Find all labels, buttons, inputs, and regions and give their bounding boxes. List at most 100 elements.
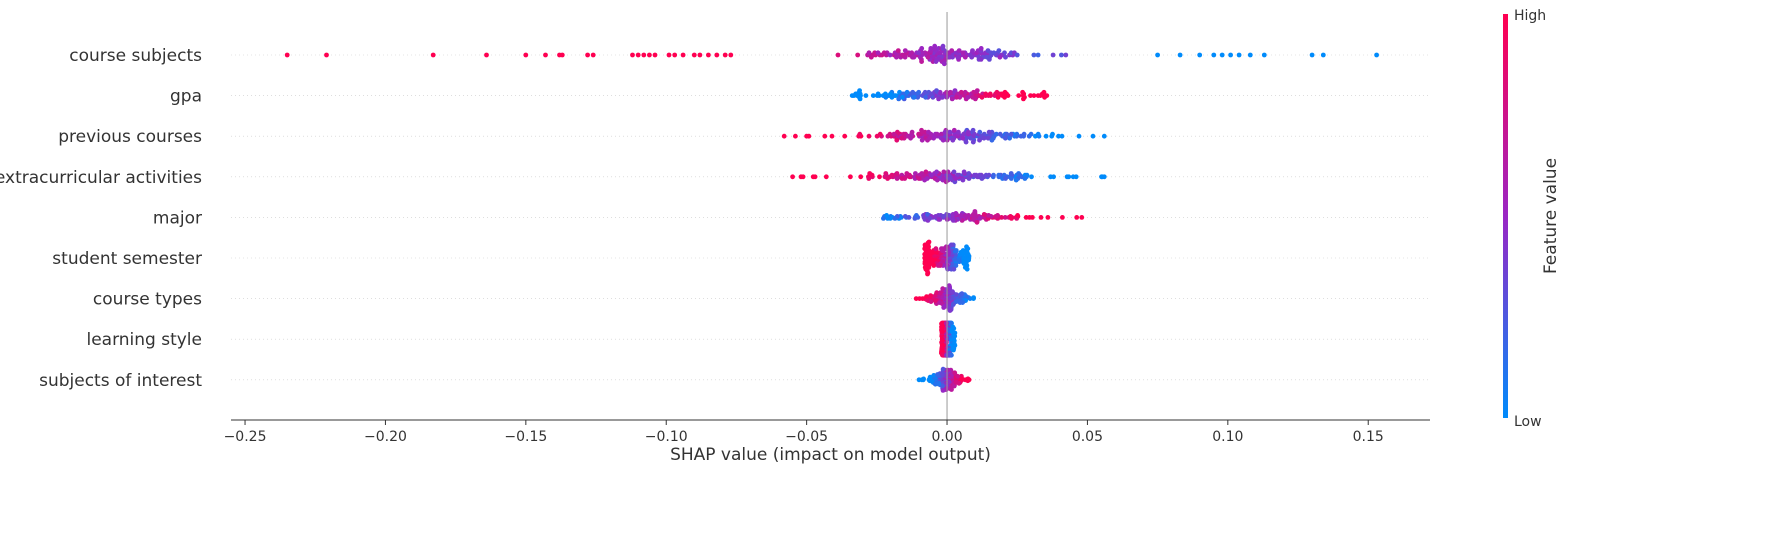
shap-point: [484, 52, 489, 58]
feature-label-previous-courses: previous courses: [58, 127, 202, 147]
shap-point: [950, 137, 956, 143]
shap-point: [1073, 174, 1079, 180]
shap-point: [922, 177, 927, 183]
feature-label-gpa: gpa: [170, 87, 202, 107]
x-tick-label: 0.05: [1072, 429, 1103, 445]
shap-point: [940, 366, 946, 372]
shap-point: [954, 299, 959, 304]
shap-point: [965, 94, 971, 100]
shap-point: [933, 246, 939, 252]
shap-point: [722, 52, 728, 58]
shap-point: [965, 251, 971, 257]
shap-point: [908, 135, 913, 141]
shap-point: [966, 176, 972, 181]
shap-point: [1028, 93, 1033, 98]
shap-point: [919, 46, 925, 51]
x-tick-label: −0.15: [504, 429, 547, 445]
shap-point: [324, 52, 329, 58]
shap-point: [915, 94, 921, 100]
shap-point: [947, 308, 953, 313]
shap-point: [430, 52, 436, 58]
shap-point: [1320, 52, 1326, 58]
shap-point: [931, 373, 937, 378]
shap-point: [971, 217, 976, 222]
shap-point: [995, 94, 1001, 100]
shap-point: [947, 176, 953, 181]
shap-point: [939, 320, 945, 326]
shap-point: [900, 52, 905, 58]
shap-point: [691, 52, 697, 58]
shap-point: [1043, 133, 1049, 139]
shap-point: [959, 291, 965, 297]
shap-point: [933, 59, 939, 64]
shap-point: [962, 54, 968, 60]
shap-point: [995, 213, 1000, 218]
shap-point: [929, 172, 934, 178]
shap-point: [951, 383, 957, 389]
shap-point: [996, 172, 1002, 178]
shap-point: [1008, 131, 1014, 137]
shap-point: [1079, 215, 1085, 220]
shap-point: [951, 347, 956, 353]
shap-point: [926, 377, 932, 383]
shap-point: [1042, 94, 1047, 100]
shap-point: [987, 91, 993, 97]
shap-point: [919, 59, 924, 64]
shap-point: [875, 91, 881, 97]
shap-point: [1247, 52, 1253, 58]
shap-point: [904, 89, 910, 95]
shap-point: [892, 216, 898, 221]
shap-point: [919, 127, 924, 133]
shap-point: [928, 131, 934, 137]
shap-point: [981, 212, 987, 217]
shap-point: [954, 94, 959, 100]
shap-point: [1228, 52, 1233, 58]
shap-point: [842, 133, 848, 139]
shap-point: [1056, 133, 1061, 139]
shap-point: [940, 286, 946, 292]
shap-point: [928, 91, 934, 97]
shap-point: [543, 52, 548, 58]
shap-point: [945, 352, 951, 358]
shap-point: [916, 377, 922, 383]
shap-point: [948, 89, 953, 95]
shap-point: [854, 91, 860, 97]
shap-point: [848, 174, 853, 180]
shap-point: [933, 381, 938, 387]
shap-point: [872, 50, 878, 56]
shap-point: [974, 88, 980, 93]
shap-point: [1101, 174, 1107, 180]
shap-point: [1050, 131, 1055, 137]
shap-point: [953, 248, 959, 253]
shap-point: [1060, 215, 1065, 220]
shap-point: [977, 216, 983, 221]
shap-point: [970, 48, 975, 53]
shap-point: [857, 88, 862, 93]
shap-point: [870, 93, 876, 98]
shap-point: [970, 127, 976, 133]
shap-point: [1063, 52, 1069, 58]
shap-point: [1059, 52, 1064, 58]
beeswarm-points: [284, 43, 1379, 393]
shap-point: [938, 131, 944, 137]
shap-point: [928, 293, 933, 298]
shap-point: [1035, 131, 1041, 137]
shap-point: [943, 244, 949, 250]
shap-point: [971, 89, 976, 95]
shap-point: [884, 213, 889, 218]
shap-point: [985, 135, 991, 141]
shap-point: [981, 135, 987, 141]
feature-label-learning-style: learning style: [86, 330, 202, 350]
shap-point: [913, 171, 918, 176]
x-tick-label: 0.15: [1353, 429, 1384, 445]
shap-point: [284, 52, 290, 58]
shap-point: [972, 131, 977, 137]
shap-point: [942, 129, 948, 135]
shap-point: [999, 215, 1004, 220]
shap-point: [985, 48, 991, 53]
shap-point: [959, 376, 965, 382]
feature-label-major: major: [153, 208, 202, 228]
shap-point: [1008, 176, 1014, 181]
